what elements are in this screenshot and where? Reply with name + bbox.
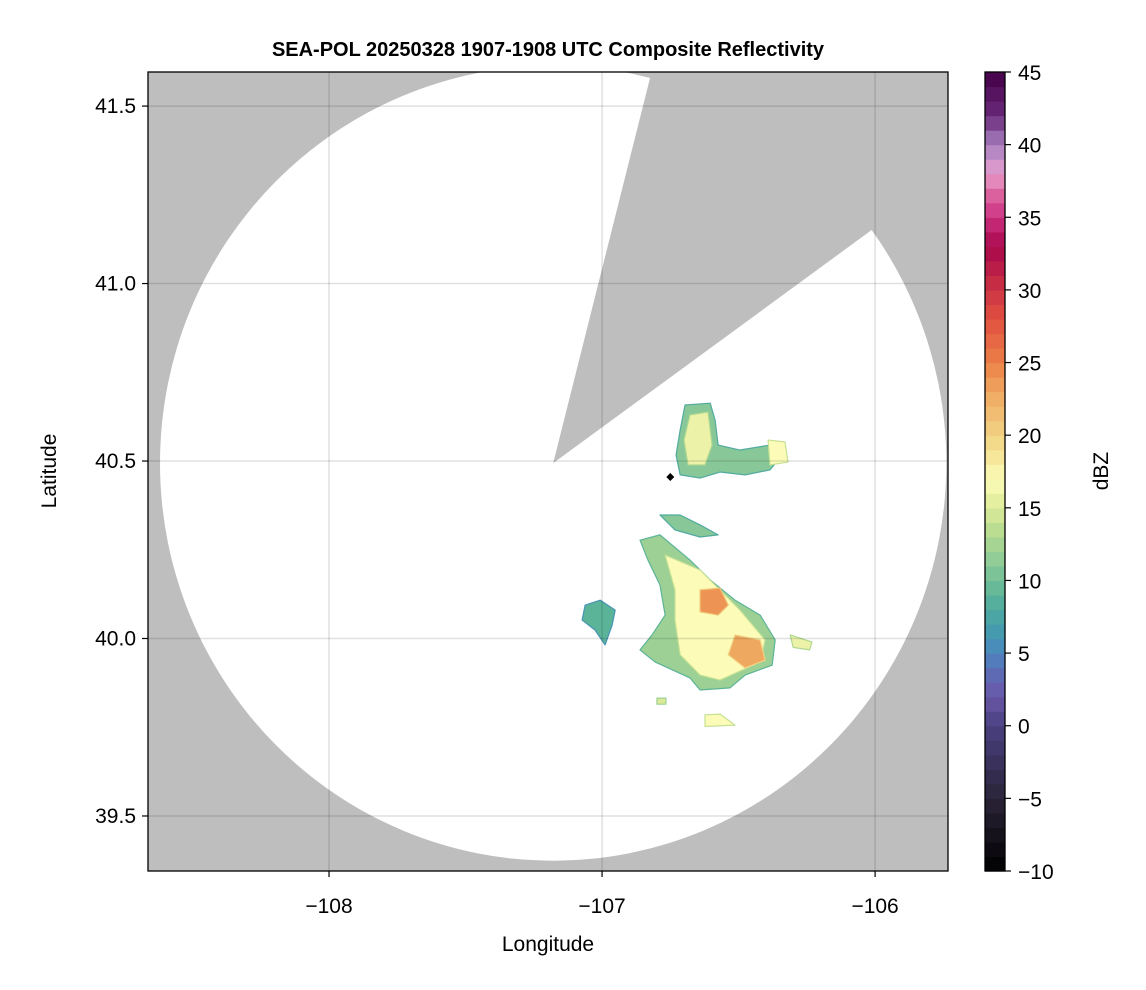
colorbar-band xyxy=(985,609,1005,625)
colorbar-band xyxy=(985,682,1005,698)
colorbar-tick-label: 40 xyxy=(1018,135,1041,158)
colorbar-tick-label: −5 xyxy=(1018,788,1042,811)
colorbar-tick-label: 0 xyxy=(1018,716,1030,739)
x-tick-label: −107 xyxy=(578,895,625,918)
colorbar-frame xyxy=(984,71,1006,872)
colorbar-tick-label: 15 xyxy=(1018,498,1041,521)
x-tick-label: −106 xyxy=(851,895,898,918)
colorbar-band xyxy=(985,260,1005,276)
colorbar-band xyxy=(985,348,1005,364)
colorbar-band xyxy=(985,827,1005,843)
y-tick-label: 41.0 xyxy=(95,273,136,296)
colorbar-band xyxy=(985,72,1005,88)
colorbar-band xyxy=(985,565,1005,582)
colorbar-band xyxy=(985,536,1005,552)
colorbar-tick-label: 20 xyxy=(1018,425,1041,448)
colorbar-tick-label: 5 xyxy=(1018,643,1030,666)
colorbar-band xyxy=(985,420,1005,436)
colorbar-band xyxy=(985,478,1005,494)
colorbar-band xyxy=(985,159,1005,175)
colorbar-band xyxy=(985,130,1005,146)
colorbar-band xyxy=(985,783,1005,799)
colorbar-band xyxy=(985,289,1005,306)
colorbar-band xyxy=(985,769,1005,785)
colorbar-band xyxy=(985,173,1005,189)
colorbar-band xyxy=(985,188,1005,204)
colorbar-band xyxy=(985,275,1005,291)
colorbar-band xyxy=(985,304,1005,320)
x-tick-label: −108 xyxy=(305,895,352,918)
colorbar-band xyxy=(985,101,1005,117)
colorbar-band xyxy=(985,798,1005,814)
colorbar-band xyxy=(985,231,1005,247)
colorbar-band xyxy=(985,202,1005,218)
colorbar-band xyxy=(985,362,1005,378)
reflectivity-echo xyxy=(767,439,789,466)
y-tick-label: 39.5 xyxy=(95,805,136,828)
reflectivity-echo xyxy=(683,411,713,466)
colorbar-tick-label: 10 xyxy=(1018,570,1041,593)
colorbar-tick-label: −10 xyxy=(1018,861,1054,884)
colorbar-band xyxy=(985,696,1005,712)
colorbar-band xyxy=(985,391,1005,407)
reflectivity-echo xyxy=(699,587,729,616)
colorbar: −10 −5 0 5 10 15 20 25 30 35 40 45 xyxy=(984,62,1054,884)
colorbar-band xyxy=(985,667,1005,683)
colorbar-band xyxy=(985,449,1005,465)
plot-content xyxy=(148,72,948,871)
colorbar-band xyxy=(985,377,1005,393)
reflectivity-echo xyxy=(704,713,736,728)
colorbar-band xyxy=(985,551,1005,567)
colorbar-band xyxy=(985,464,1005,480)
colorbar-band xyxy=(985,812,1005,829)
colorbar-band xyxy=(985,507,1005,523)
plot-area xyxy=(147,71,949,872)
chart-title: SEA-POL 20250328 1907-1908 UTC Composite… xyxy=(272,39,825,61)
colorbar-band xyxy=(985,217,1005,233)
colorbar-band xyxy=(985,493,1005,509)
y-tick-label: 41.5 xyxy=(95,95,136,118)
colorbar-band xyxy=(985,86,1005,102)
x-axis: −108 −107 −106 xyxy=(305,871,899,918)
colorbar-band xyxy=(985,318,1005,335)
colorbar-band xyxy=(985,624,1005,640)
colorbar-band xyxy=(985,725,1005,741)
colorbar-band xyxy=(985,522,1005,538)
colorbar-band xyxy=(985,754,1005,770)
colorbar-band xyxy=(985,856,1005,872)
colorbar-band xyxy=(985,711,1005,727)
y-axis: 39.5 40.0 40.5 41.0 41.5 xyxy=(95,95,148,828)
colorbar-band xyxy=(985,144,1005,160)
reflectivity-echo xyxy=(581,599,616,646)
colorbar-tick-label: 30 xyxy=(1018,280,1041,303)
reflectivity-echo xyxy=(727,634,766,669)
colorbar-tick-label: 45 xyxy=(1018,62,1041,85)
colorbar-band xyxy=(985,435,1005,451)
colorbar-band xyxy=(985,740,1005,756)
colorbar-band xyxy=(985,594,1005,611)
x-axis-label: Longitude xyxy=(502,933,594,956)
colorbar-band xyxy=(985,115,1005,131)
colorbar-label: dBZ xyxy=(1090,452,1113,491)
y-axis-label: Latitude xyxy=(38,434,61,509)
colorbar-tick-label: 35 xyxy=(1018,207,1041,230)
radar-location-marker xyxy=(666,473,675,482)
reflectivity-echo xyxy=(659,514,719,538)
colorbar-band xyxy=(985,653,1005,669)
y-tick-label: 40.0 xyxy=(95,628,136,651)
colorbar-tick-label: 25 xyxy=(1018,353,1041,376)
y-tick-label: 40.5 xyxy=(95,450,136,473)
reflectivity-echo xyxy=(656,697,667,705)
colorbar-band xyxy=(985,333,1005,349)
colorbar-band xyxy=(985,580,1005,596)
colorbar-band xyxy=(985,406,1005,422)
reflectivity-echo xyxy=(789,634,813,651)
colorbar-band xyxy=(985,638,1005,654)
colorbar-band xyxy=(985,841,1005,858)
blocked-sector xyxy=(553,72,948,464)
plot-frame xyxy=(147,71,949,872)
colorbar-band xyxy=(985,246,1005,262)
